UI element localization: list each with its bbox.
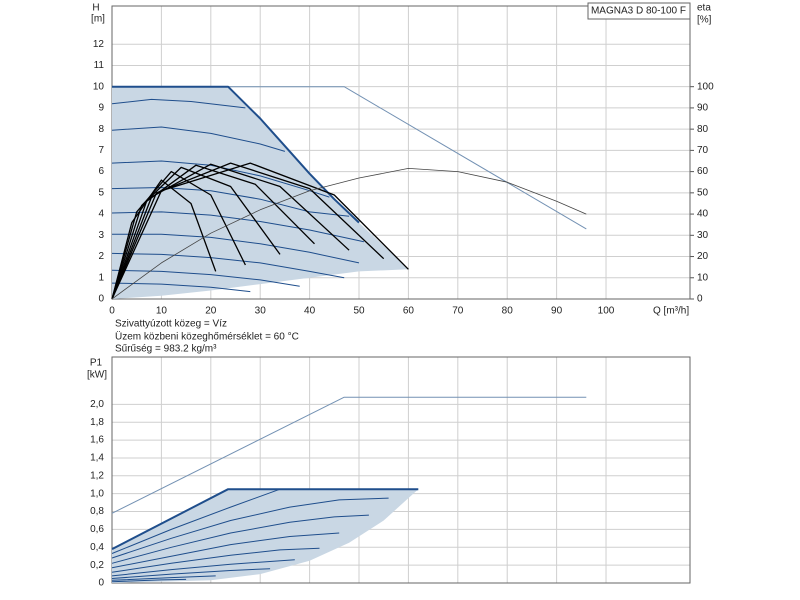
line: [111, 179, 217, 300]
x-tick-label: 60: [403, 306, 415, 317]
y-label: H: [92, 3, 99, 14]
y-tick-label: 9: [98, 103, 104, 114]
x-tick-label: 90: [551, 306, 563, 317]
note: Üzem közbeni közeghőmérséklet = 60 °C: [115, 331, 299, 343]
y-tick-label: 7: [98, 145, 104, 156]
y-tick-label: 1,6: [90, 435, 104, 446]
line: [111, 166, 281, 300]
line: [111, 187, 350, 217]
y2-tick-label: 60: [697, 166, 709, 177]
y-unit: [kW]: [87, 370, 107, 381]
line: [111, 488, 419, 550]
y-tick-label: 10: [93, 81, 105, 92]
y-tick-label: 1: [98, 272, 104, 283]
x-tick-label: 80: [502, 306, 514, 317]
y-tick-label: 0: [98, 578, 104, 589]
line: [111, 568, 271, 579]
x-tick-label: 100: [598, 306, 615, 317]
note: Szivattyúzott közeg = Víz: [115, 319, 227, 330]
y-tick-label: 4: [98, 209, 104, 220]
y-tick-label: 0,2: [90, 560, 104, 571]
y-label: P1: [90, 358, 103, 369]
line: [111, 269, 300, 287]
y2-tick-label: 30: [697, 230, 709, 241]
y-tick-label: 6: [98, 166, 104, 177]
line: [111, 514, 369, 564]
y-tick-label: 0,4: [90, 542, 104, 553]
line: [111, 396, 587, 514]
line: [111, 497, 389, 559]
line: [111, 282, 251, 293]
y2-tick-label: 90: [697, 103, 709, 114]
title-box: [587, 2, 691, 20]
y2-tick-label: 10: [697, 272, 709, 283]
y2-tick-label: 20: [697, 251, 709, 262]
y-tick-label: 0: [98, 294, 104, 305]
note: Sűrűség = 983.2 kg/m³: [115, 344, 217, 355]
y-tick-label: 5: [98, 187, 104, 198]
line: [111, 98, 246, 109]
line: [111, 162, 409, 300]
area: [112, 86, 409, 299]
line: [111, 163, 350, 300]
plot-border: [111, 356, 691, 584]
y2-tick-label: 50: [697, 187, 709, 198]
y-tick-label: 11: [94, 60, 105, 71]
y-tick-label: 8: [98, 124, 104, 135]
y2-tick-label: 70: [697, 145, 709, 156]
x-tick-label: 30: [255, 306, 267, 317]
x-tick-label: 50: [353, 306, 365, 317]
y2-tick-label: 100: [697, 81, 714, 92]
y-tick-label: 0,8: [90, 506, 104, 517]
y-tick-label: 1,8: [90, 417, 104, 428]
y2-tick-label: 40: [697, 209, 709, 220]
y2-tick-label: 0: [697, 294, 703, 305]
line: [111, 252, 345, 279]
y-tick-label: 12: [93, 39, 105, 50]
y2-label: eta: [697, 3, 711, 14]
x-tick-label: 70: [452, 306, 464, 317]
line: [111, 547, 320, 573]
line: [111, 168, 587, 300]
x-tick-label: 0: [109, 306, 115, 317]
y-tick-label: 1,2: [90, 470, 104, 481]
x-tick-label: 10: [156, 306, 168, 317]
x-label: Q [m³/h]: [653, 306, 689, 317]
line: [111, 532, 340, 569]
y-unit: [m]: [91, 14, 105, 25]
y-tick-label: 1,0: [90, 488, 104, 499]
y2-tick-label: 80: [697, 124, 709, 135]
line: [111, 575, 216, 581]
area: [112, 489, 419, 583]
line: [112, 233, 360, 264]
line: [111, 211, 365, 243]
line: [111, 559, 295, 577]
y2-unit: [%]: [697, 15, 712, 26]
line: [112, 85, 360, 224]
line: [111, 170, 246, 300]
line: [111, 488, 281, 554]
y-tick-label: 3: [98, 230, 104, 241]
line: [111, 578, 187, 583]
y-tick-label: 2: [98, 251, 104, 262]
y-tick-label: 2,0: [90, 399, 104, 410]
x-tick-label: 20: [205, 306, 217, 317]
chart-title: MAGNA3 D 80-100 F: [591, 6, 686, 17]
x-tick-label: 40: [304, 306, 316, 317]
line: [111, 126, 286, 152]
y-tick-label: 1,4: [90, 453, 104, 464]
line: [111, 162, 385, 300]
y-tick-label: 0,6: [90, 524, 104, 535]
